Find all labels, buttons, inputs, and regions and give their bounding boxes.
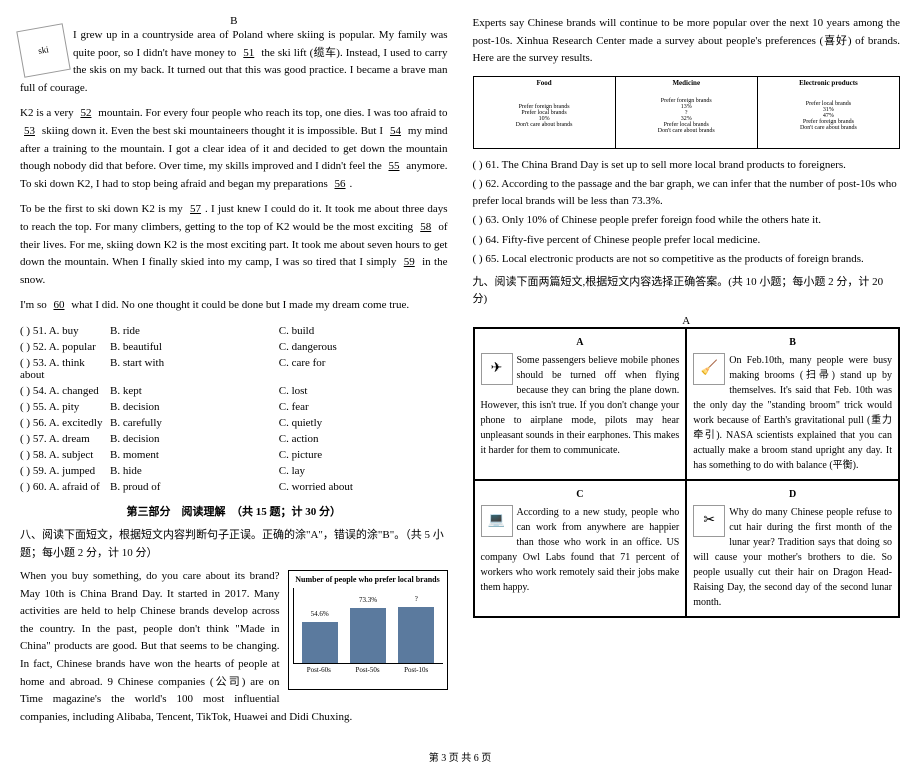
reading-grid: A✈Some passengers believe mobile phones … bbox=[473, 327, 901, 618]
section-8-instr: 八、阅读下面短文，根据短文内容判断句子正误。正确的涂"A"，错误的涂"B"。（共… bbox=[20, 527, 448, 562]
section-3-title: 第三部分 阅读理解 （共 15 题；计 30 分） bbox=[20, 503, 448, 519]
passage-3: To be the first to ski down K2 is my 57.… bbox=[20, 201, 448, 289]
page-footer: 第 3 页 共 6 页 bbox=[20, 749, 900, 764]
pie-charts: FoodPrefer foreign brandsPrefer local br… bbox=[473, 76, 901, 149]
passage-4: I'm so 60 what I did. No one thought it … bbox=[20, 297, 448, 315]
tf-list: ( ) 61. The China Brand Day is set up to… bbox=[473, 157, 901, 268]
question-list: ( ) 51. A. buyB. rideC. build( ) 52. A. … bbox=[20, 323, 448, 495]
ski-icon: ski bbox=[16, 23, 70, 77]
passage-2: K2 is a very 52 mountain. For every four… bbox=[20, 105, 448, 193]
section-a-title: A bbox=[473, 315, 901, 327]
bar-chart: Number of people who prefer local brands… bbox=[288, 570, 448, 690]
section-b-title: B bbox=[20, 15, 448, 27]
section-9-instr: 九、阅读下面两篇短文,根据短文内容选择正确答案。(共 10 小题；每小题 2 分… bbox=[473, 274, 901, 309]
right-intro: Experts say Chinese brands will continue… bbox=[473, 15, 901, 68]
passage-1: ski I grew up in a countryside area of P… bbox=[20, 27, 448, 97]
